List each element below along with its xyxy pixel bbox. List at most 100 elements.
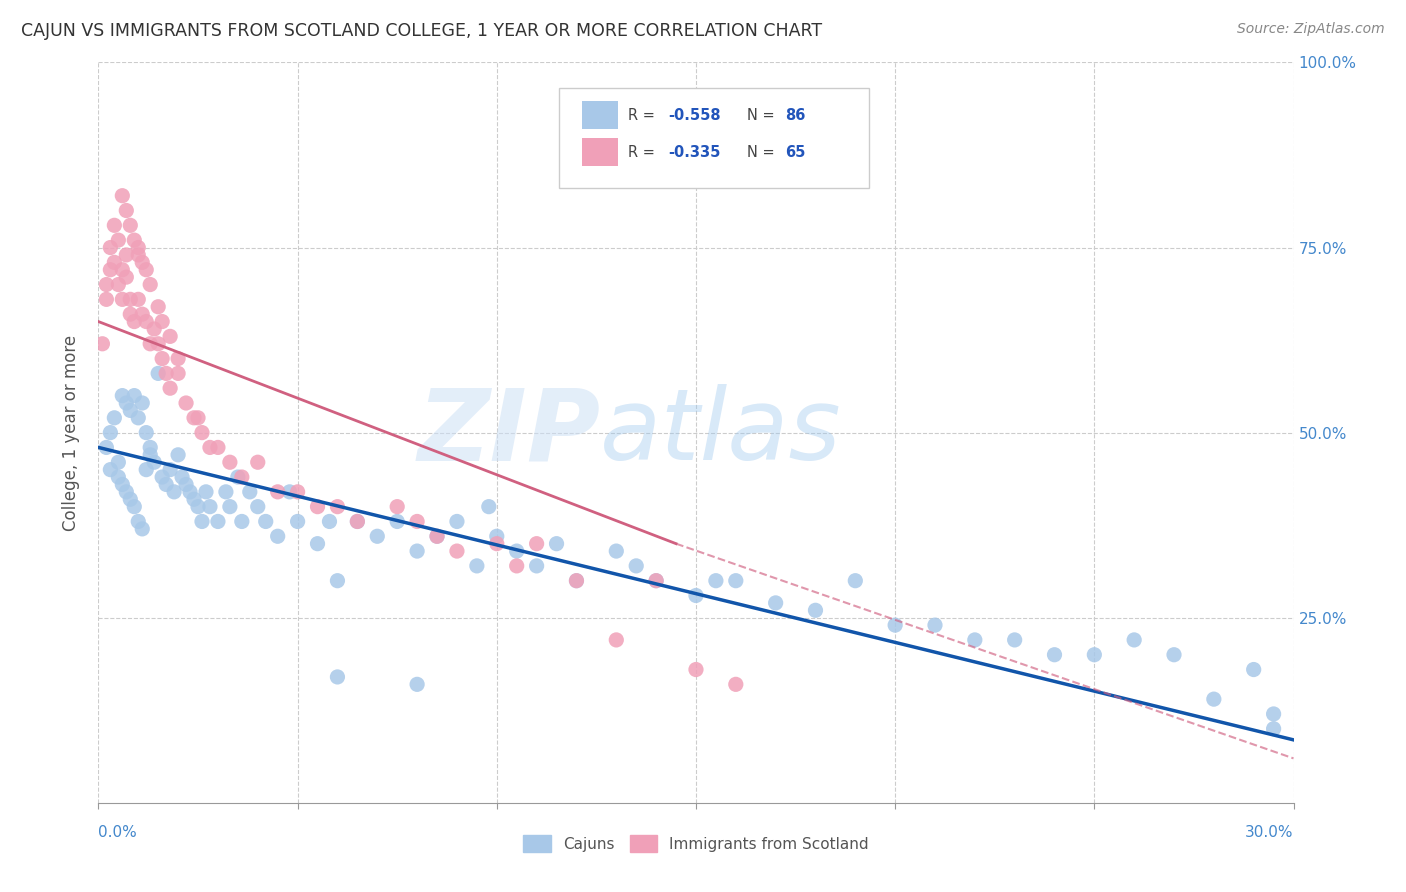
Point [115,248,138,262]
Point [98,462,122,476]
Point [1123,632,1146,647]
Point [191,425,214,440]
Point [1263,722,1285,736]
Point [884,618,907,632]
Point [96,277,118,292]
Point [254,515,277,529]
Point [155,477,177,491]
Point [1243,663,1265,677]
Point [346,515,368,529]
Point [174,396,197,410]
Text: 0.0%: 0.0% [98,825,138,840]
Text: R =: R = [628,145,659,160]
Point [231,515,253,529]
Point [191,515,214,529]
Legend: Cajuns, Immigrants from Scotland: Cajuns, Immigrants from Scotland [517,830,875,858]
Point [1163,648,1185,662]
Point [685,663,707,677]
Point [111,293,134,307]
Point [135,425,157,440]
Point [107,233,129,247]
Text: N =: N = [748,108,779,122]
FancyBboxPatch shape [582,101,619,129]
Point [148,336,170,351]
Point [278,484,301,499]
Point [366,529,388,543]
Point [143,322,166,336]
Point [526,536,548,550]
Point [207,515,229,529]
Point [198,500,221,514]
Point [135,262,157,277]
Point [148,367,170,381]
Point [131,255,153,269]
Point [148,300,170,314]
Point [187,410,209,425]
Point [844,574,866,588]
Point [219,455,242,469]
Point [446,544,468,558]
Text: CAJUN VS IMMIGRANTS FROM SCOTLAND COLLEGE, 1 YEAR OR MORE CORRELATION CHART: CAJUN VS IMMIGRANTS FROM SCOTLAND COLLEG… [21,22,823,40]
Point [485,529,508,543]
Point [150,314,173,328]
Point [127,240,149,255]
Point [605,544,627,558]
Point [804,603,827,617]
Text: atlas: atlas [600,384,842,481]
Point [139,336,162,351]
Point [198,441,221,455]
Point [103,219,125,233]
Point [131,522,153,536]
Point [318,515,340,529]
Point [96,441,118,455]
Point [98,262,122,277]
Point [131,307,153,321]
Point [326,670,349,684]
Point [385,500,409,514]
Point [120,403,142,417]
Point [1083,648,1105,662]
Point [120,492,142,507]
Point [287,515,309,529]
Point [127,410,149,425]
Point [287,484,309,499]
Point [135,462,157,476]
Text: 30.0%: 30.0% [1246,825,1294,840]
Point [124,233,146,247]
Point [111,262,134,277]
Point [406,544,429,558]
Point [127,515,149,529]
Point [219,500,242,514]
Point [111,477,134,491]
Point [174,477,197,491]
Point [645,574,668,588]
Point [426,529,449,543]
Point [103,255,125,269]
Point [115,484,138,499]
Text: R =: R = [628,108,659,122]
Point [215,484,238,499]
Point [120,293,142,307]
Point [246,455,269,469]
Point [98,240,122,255]
Point [115,396,138,410]
Point [1004,632,1026,647]
Point [135,314,157,328]
Point [239,484,262,499]
Point [307,536,329,550]
Point [103,410,125,425]
Y-axis label: College, 1 year or more: College, 1 year or more [62,334,80,531]
Point [111,388,134,402]
Point [704,574,727,588]
Point [565,574,588,588]
Point [546,536,568,550]
FancyBboxPatch shape [558,88,869,188]
Point [107,277,129,292]
Point [765,596,787,610]
Point [267,529,290,543]
Point [207,441,229,455]
Point [115,203,138,218]
Point [626,558,648,573]
Point [96,293,118,307]
Text: ZIP: ZIP [418,384,600,481]
